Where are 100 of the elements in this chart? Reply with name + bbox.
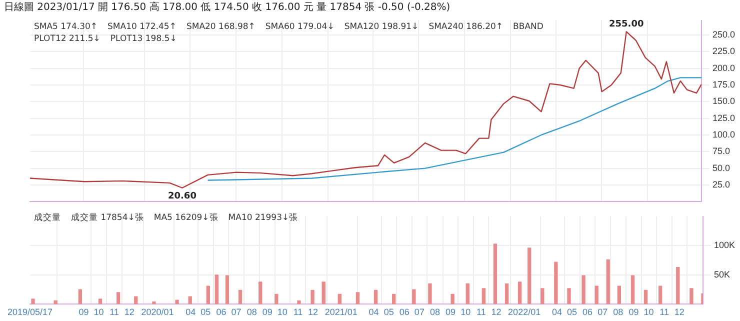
annotation: SMA5 174.30↑ xyxy=(34,22,98,32)
bar xyxy=(518,282,522,304)
x-tick-label: 04 xyxy=(186,307,196,318)
annotation: MA10 21993↓張 xyxy=(228,212,298,224)
bar xyxy=(582,275,586,304)
annotation: PLOT13 198.5↓ xyxy=(110,34,177,44)
bar xyxy=(450,294,454,304)
y-tick-label: 250.0 xyxy=(712,30,736,40)
bar xyxy=(690,288,694,304)
bar xyxy=(504,283,509,304)
x-tick-label: 12 xyxy=(308,307,318,318)
annotation: SMA20 168.98↑ xyxy=(186,22,256,32)
bar xyxy=(206,286,210,304)
bar xyxy=(78,289,82,304)
x-tick-label: 06 xyxy=(399,307,410,318)
x-tick-label: 07 xyxy=(231,307,242,318)
bar xyxy=(630,275,635,304)
bar xyxy=(338,294,342,304)
y-tick-label: 50K xyxy=(714,269,730,280)
x-tick-label: 10 xyxy=(277,307,288,318)
bar xyxy=(540,288,544,304)
bar xyxy=(134,296,138,304)
x-tick-label: 05 xyxy=(566,307,578,318)
bar xyxy=(116,292,120,304)
x-tick-label: 08 xyxy=(430,307,440,318)
bar xyxy=(274,294,278,304)
x-tick-label: 07 xyxy=(598,307,608,318)
x-tick-label: 11 xyxy=(110,307,119,318)
bar xyxy=(617,286,621,304)
bar xyxy=(175,300,179,304)
x-tick-label: 11 xyxy=(660,307,670,318)
x-tick-label: 09 xyxy=(78,307,89,318)
bar xyxy=(594,286,598,304)
bar xyxy=(644,290,648,304)
x-tick-label: 11 xyxy=(293,307,303,318)
bar xyxy=(466,283,470,304)
annotation: BBAND xyxy=(513,22,544,32)
bar xyxy=(310,290,314,304)
x-tick-label: 04 xyxy=(368,307,379,318)
y-tick-label: 100.0 xyxy=(712,129,736,140)
x-tick-label: 11 xyxy=(476,307,486,318)
bar xyxy=(374,290,378,304)
bar xyxy=(152,302,156,304)
bar xyxy=(297,300,301,304)
y-tick-label: 25.0 xyxy=(712,179,730,190)
x-tick-label: 06 xyxy=(216,307,226,318)
x-tick-label: 04 xyxy=(552,307,562,318)
bar xyxy=(392,294,396,304)
bar xyxy=(238,290,242,304)
bar xyxy=(412,289,416,304)
x-tick-label: 05 xyxy=(384,307,394,318)
bar xyxy=(482,288,486,304)
x-tick-label: 05 xyxy=(200,307,211,318)
y-tick-label: 200.0 xyxy=(712,62,736,73)
x-tick-label: 2020/01 xyxy=(141,307,174,318)
x-tick-label: 10 xyxy=(644,307,654,318)
y-tick-label: 125.0 xyxy=(712,112,736,123)
x-tick-label: 2021/01 xyxy=(324,307,358,318)
x-tick-label: 08 xyxy=(613,307,624,318)
annotation: 成交量 xyxy=(34,212,61,224)
bar xyxy=(567,288,571,304)
bar xyxy=(31,298,35,304)
bar xyxy=(322,282,326,304)
annotation: SMA240 186.20↑ xyxy=(428,22,504,32)
bar xyxy=(606,259,610,304)
bar xyxy=(554,262,558,304)
y-tick-label: 225.0 xyxy=(712,46,736,56)
x-tick-label: 08 xyxy=(246,307,257,318)
x-tick-label: 10 xyxy=(94,307,104,318)
x-tick-label: 12 xyxy=(491,307,502,318)
annotation: MA5 16209↓張 xyxy=(154,212,218,224)
y-tick-label: 175.0 xyxy=(712,80,736,90)
annotation: SMA120 198.91↓ xyxy=(344,22,419,32)
chart-title: 日線圖 2023/01/17 開 176.50 高 178.00 低 174.50 收 176.00 元 量 17854 張 -0.50 (-0.28%) xyxy=(4,0,450,14)
annotation: 成交量 17854↓張 xyxy=(71,212,144,224)
annotation: 255.00 xyxy=(609,20,644,30)
y-tick-label: 150.0 xyxy=(712,96,736,106)
x-tick-label: 09 xyxy=(446,307,456,318)
annotation: 20.60 xyxy=(168,192,196,202)
bar xyxy=(214,274,219,304)
x-tick-label: 06 xyxy=(582,307,593,318)
bar xyxy=(225,275,230,304)
bar xyxy=(528,248,532,304)
annotation: PLOT12 211.5↓ xyxy=(34,34,100,44)
x-tick-label: 2019/05/17 xyxy=(7,307,53,318)
y-tick-label: 50.0 xyxy=(712,162,730,173)
bar xyxy=(258,282,262,304)
x-tick-label: 12 xyxy=(674,307,684,318)
annotation: SMA10 172.45↑ xyxy=(108,22,176,32)
bar xyxy=(676,266,680,304)
x-tick-label: 07 xyxy=(414,307,424,318)
bar xyxy=(658,286,662,304)
bar xyxy=(428,283,432,304)
x-tick-label: 09 xyxy=(262,307,272,318)
bar xyxy=(356,292,360,304)
x-tick-label: 09 xyxy=(628,307,639,318)
x-tick-label: 10 xyxy=(460,307,471,318)
bar xyxy=(493,244,498,304)
annotation: SMA60 179.04↓ xyxy=(265,22,334,32)
x-tick-label: 2022/01 xyxy=(508,307,541,318)
